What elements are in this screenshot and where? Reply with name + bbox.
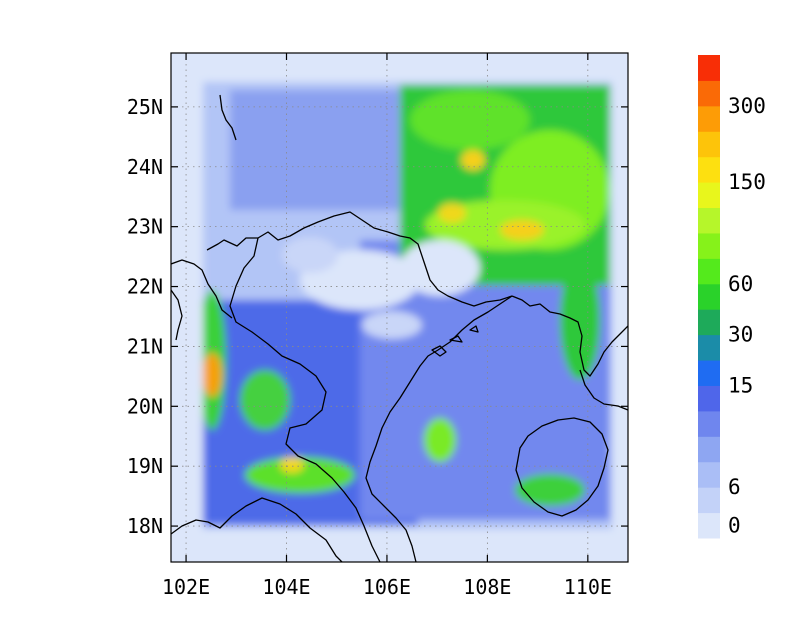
leizhou-east-coast	[579, 369, 628, 411]
green-cell-mid-south	[424, 418, 456, 462]
colorbar-swatch	[698, 360, 720, 386]
map-frame	[170, 52, 629, 563]
north-blue-region	[230, 90, 430, 210]
colorbar-label: 15	[728, 373, 753, 397]
domain-edge-north	[171, 53, 628, 79]
precipitation-field	[171, 53, 628, 562]
colorbar-swatch	[698, 105, 720, 132]
lat-tick-label: 18N	[127, 514, 163, 538]
colorbar-swatch	[698, 283, 720, 310]
yellow-cell-b	[500, 220, 544, 240]
colorbar-swatch	[698, 156, 720, 183]
green-cell-mid-west	[240, 370, 290, 430]
colorbar-swatch	[698, 334, 720, 361]
yellow-cell-south	[280, 457, 304, 473]
colorbar-swatch	[698, 55, 720, 81]
lon-tick-label: 104E	[262, 575, 310, 599]
china-south-coast	[511, 295, 628, 377]
yellow-cell-a	[438, 203, 466, 223]
lon-tick-label: 102E	[162, 575, 210, 599]
orange-cell-west	[202, 353, 222, 397]
lon-tick-label: 108E	[463, 575, 511, 599]
domain-edge-west	[171, 53, 203, 562]
colorbar-swatch	[698, 410, 720, 437]
domain-edge-east	[612, 53, 628, 562]
gridlines	[171, 53, 628, 562]
axis-ticks: 102E 104E 106E 108E 110E 18N 19N 20N 21N 22N 23N 24…	[127, 53, 628, 599]
colorbar-swatch	[698, 487, 720, 514]
china-vietnam-border	[206, 211, 513, 307]
coastal-green-strip	[560, 260, 600, 380]
colorbar-swatch	[698, 309, 720, 336]
coastlines-and-borders	[171, 94, 628, 562]
lat-tick-label: 20N	[127, 394, 163, 418]
gulf-islands	[431, 325, 479, 357]
lat-tick-label: 22N	[127, 275, 163, 299]
colorbar-label: 300	[728, 94, 766, 118]
lat-tick-label: 24N	[127, 155, 163, 179]
laos-vietnam-border	[229, 237, 381, 562]
myanmar-border-west	[171, 289, 183, 341]
lat-tick-label: 23N	[127, 215, 163, 239]
colorbar-swatch	[698, 512, 720, 539]
colorbar-swatch	[698, 182, 720, 209]
lat-tick-label: 21N	[127, 334, 163, 358]
colorbar: 0 6 15 30 60 150 300	[698, 55, 766, 539]
domain-edge-south	[171, 530, 628, 562]
colorbar-swatch	[698, 385, 720, 412]
dry-patch-west	[282, 237, 338, 273]
yellow-cell-c	[461, 150, 485, 170]
hainan-island-coast	[515, 417, 609, 517]
colorbar-label: 60	[728, 272, 753, 296]
lat-tick-label: 19N	[127, 454, 163, 478]
colorbar-swatch	[698, 461, 720, 488]
lat-tick-label: 25N	[127, 95, 163, 119]
colorbar-swatch	[698, 436, 720, 463]
field-shading	[171, 53, 628, 562]
lon-tick-label: 110E	[564, 575, 612, 599]
colorbar-swatch	[698, 207, 720, 234]
colorbar-label: 150	[728, 170, 766, 194]
colorbar-swatch	[698, 258, 720, 285]
dry-patch-center	[362, 311, 422, 339]
colorbar-label: 30	[728, 323, 753, 347]
green-cell-south	[245, 457, 355, 493]
vietnam-gulf-coast	[365, 295, 513, 562]
colorbar-label: 0	[728, 513, 741, 537]
laos-myanmar-border	[171, 259, 233, 319]
lon-tick-label: 106E	[363, 575, 411, 599]
colorbar-swatch	[698, 131, 720, 158]
dry-patch-gulf-north	[400, 240, 480, 296]
colorbar-swatch	[698, 80, 720, 107]
green-band-north	[410, 90, 530, 150]
green-cell-hainan	[515, 474, 585, 506]
thailand-border	[171, 497, 343, 562]
yunnan-north-border	[219, 94, 237, 141]
colorbar-label: 6	[728, 475, 741, 499]
colorbar-swatch	[698, 232, 720, 259]
